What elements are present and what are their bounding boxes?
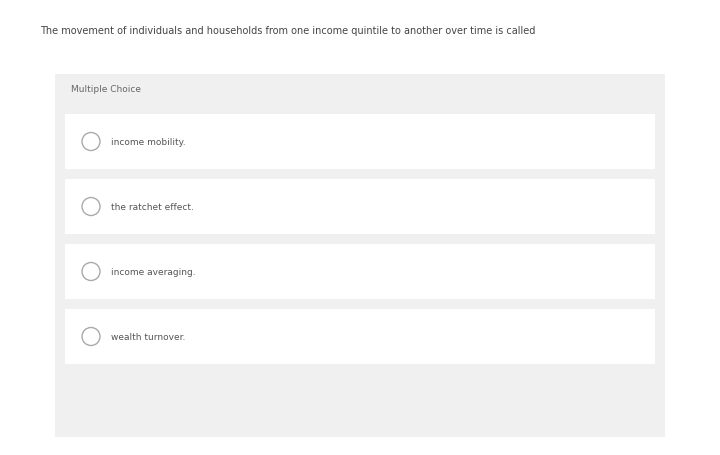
Text: Multiple Choice: Multiple Choice	[71, 86, 141, 94]
Text: the ratchet effect.: the ratchet effect.	[111, 202, 194, 212]
Text: The movement of individuals and households from one income quintile to another o: The movement of individuals and househol…	[40, 26, 536, 36]
FancyBboxPatch shape	[55, 75, 665, 437]
Text: income averaging.: income averaging.	[111, 268, 196, 276]
Text: income mobility.: income mobility.	[111, 138, 186, 147]
Text: wealth turnover.: wealth turnover.	[111, 332, 185, 341]
FancyBboxPatch shape	[65, 244, 655, 299]
FancyBboxPatch shape	[65, 180, 655, 234]
FancyBboxPatch shape	[65, 309, 655, 364]
FancyBboxPatch shape	[65, 115, 655, 170]
